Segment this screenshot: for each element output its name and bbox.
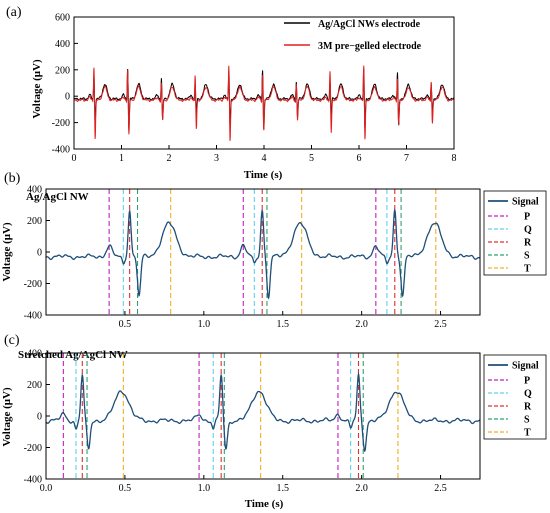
panel-c-ylabel: Voltage (μV) (1, 387, 13, 447)
panel-b-ylabel: Voltage (μV) (1, 222, 13, 282)
panel-c-legend-Q-label: Q (524, 389, 532, 400)
panel-c-signal (45, 371, 481, 453)
panel-c-xtick-label: 2.5 (434, 483, 447, 494)
panel-b-ytick-label: -200 (24, 279, 42, 290)
panel-a-frame (73, 16, 455, 150)
panel-b-legend-signal-label: Signal (512, 197, 539, 208)
panel-c-title: Stretched Ag/AgCl NW (18, 349, 128, 361)
panel-b-legend-box (483, 190, 547, 276)
panel-b-xtick-label: 2.0 (355, 319, 368, 330)
panel-c-ytick-label: -200 (24, 443, 42, 454)
panel-b-signal (45, 208, 480, 300)
panel-c-xtick-label: 0.5 (119, 483, 132, 494)
panel-a-ytick-label: 200 (55, 65, 70, 76)
panel-c-legend-T-label: T (524, 428, 531, 439)
legend-a-label-2: 3M pre−gelled electrode (318, 41, 422, 52)
panel-a: (a) Voltage (μV) Time (s) -400-200020040… (6, 5, 457, 181)
panel-a-xtick-label: 3 (214, 153, 219, 164)
panel-a-xtick-label: 1 (119, 153, 124, 164)
panel-c-ytick-label: 0 (37, 412, 42, 423)
panel-b-plot: -400 -200 0 200 400 0.5 1.0 1.5 2.0 2.5 (24, 185, 480, 330)
panel-c-legend-box (483, 354, 547, 440)
panel-a-series-2 (73, 65, 455, 141)
panel-b-ytick-label: 0 (37, 248, 42, 259)
panel-b-legend-S-label: S (524, 251, 530, 262)
panel-b-xtick-label: 1.0 (198, 319, 211, 330)
panel-c-legend-R-label: R (524, 402, 532, 413)
panel-c-legend-P-label: P (524, 376, 530, 387)
panel-b-legend-T-label: T (524, 264, 531, 275)
panel-a-ytick-label: -200 (52, 118, 70, 129)
panel-a-xtick-label: 4 (262, 153, 267, 164)
panel-a-xtick-label: 5 (309, 153, 314, 164)
panel-a-ylabel: Voltage (μV) (31, 59, 43, 119)
panel-b-ytick-label: 400 (27, 185, 42, 196)
panel-c-xtick-label: 2.0 (355, 483, 368, 494)
panel-a-xtick-label: 7 (404, 153, 409, 164)
panel-c-xtick-label: 1.0 (198, 483, 211, 494)
panel-c-frame (45, 352, 481, 480)
panel-a-ytick-label: 400 (55, 39, 70, 50)
panel-a-label: (a) (6, 5, 22, 20)
panel-c-ytick-label: 400 (27, 349, 42, 360)
panel-c-xtick-label: 1.5 (276, 483, 289, 494)
panel-c-plot: -400 -200 0 200 400 0.0 0.5 1.0 1.5 2.0 2.5 (24, 349, 481, 494)
panel-b-legend-P-label: P (524, 212, 530, 223)
panel-c-legend-S-label: S (524, 415, 530, 426)
panel-b-ytick-label: 200 (27, 216, 42, 227)
panel-a-legend: Ag/AgCl NWs electrode 3M pre−gelled elec… (284, 19, 422, 52)
panel-a-ytick-label: 600 (55, 13, 70, 24)
panel-a-xtick-label: 2 (167, 153, 172, 164)
panel-b-xtick-label: 2.5 (434, 319, 447, 330)
panel-b-legend-Q-label: Q (524, 225, 532, 236)
panel-b-title: Ag/AgCl NW (26, 191, 89, 203)
panel-a-xlabel: Time (s) (244, 169, 283, 181)
panel-c-ytick-label: -400 (24, 475, 42, 486)
panel-b-label: (b) (4, 171, 21, 186)
panel-c-xtick-label: 0.0 (40, 483, 53, 494)
legend-a-label-1: Ag/AgCl NWs electrode (318, 19, 421, 30)
panel-c-label: (c) (4, 333, 20, 348)
panel-b-frame (45, 188, 481, 316)
panel-a-xtick-label: 6 (357, 153, 362, 164)
panel-c-ytick-label: 200 (27, 380, 42, 391)
panel-b: (b) Ag/AgCl NW Voltage (μV) -400 -200 0 200… (1, 171, 547, 330)
panel-c: (c) Stretched Ag/AgCl NW Voltage (μV) Ti… (1, 333, 547, 510)
panel-b-ytick-label: -400 (24, 311, 42, 322)
panel-c-xlabel: Time (s) (245, 498, 284, 510)
panel-b-xtick-label: 1.5 (276, 319, 289, 330)
panel-a-xtick-label: 8 (452, 153, 457, 164)
panel-b-xtick-label: 0.5 (119, 319, 132, 330)
panel-a-ytick-label: -400 (52, 145, 70, 156)
panel-a-plot: -400 -200 0 200 400 600 0 1 2 3 4 5 6 7 8 (52, 13, 457, 165)
panel-a-ytick-label: 0 (65, 92, 70, 103)
panel-c-legend-signal-label: Signal (512, 361, 539, 372)
panel-a-xtick-label: 0 (72, 153, 77, 164)
panel-b-legend-R-label: R (524, 238, 532, 249)
